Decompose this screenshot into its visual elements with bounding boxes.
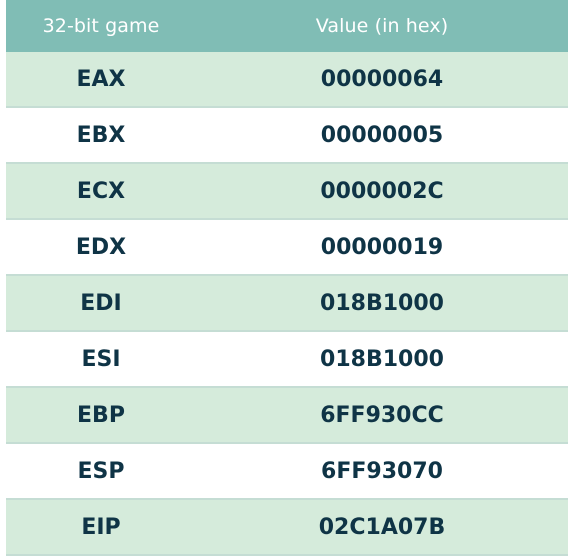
table-row: EDI 018B1000	[6, 275, 568, 332]
table-row: EIP 02C1A07B	[6, 499, 568, 556]
register-name-cell: EDX	[6, 219, 196, 276]
table-row: ECX 0000002C	[6, 163, 568, 220]
register-value-cell: 00000005	[196, 107, 568, 164]
table-row: EBX 00000005	[6, 107, 568, 164]
register-value-cell: 018B1000	[196, 331, 568, 388]
register-name-cell: ECX	[6, 163, 196, 220]
register-name-cell: ESI	[6, 331, 196, 388]
register-value-cell: 018B1000	[196, 275, 568, 332]
header-value: Value (in hex)	[196, 0, 568, 52]
register-name-cell: ESP	[6, 443, 196, 500]
register-values-table: 32-bit game Value (in hex) EAX 00000064 …	[6, 0, 568, 556]
register-value-cell: 00000019	[196, 219, 568, 276]
table-row: EAX 00000064	[6, 52, 568, 108]
register-value-cell: 00000064	[196, 52, 568, 108]
register-value-cell: 6FF93070	[196, 443, 568, 500]
header-register: 32-bit game	[6, 0, 196, 52]
register-value-cell: 6FF930CC	[196, 387, 568, 444]
register-name-cell: EIP	[6, 499, 196, 556]
table-row: ESP 6FF93070	[6, 443, 568, 500]
register-value-cell: 0000002C	[196, 163, 568, 220]
table-header-row: 32-bit game Value (in hex)	[6, 0, 568, 52]
register-name-cell: EDI	[6, 275, 196, 332]
table-row: EBP 6FF930CC	[6, 387, 568, 444]
register-value-cell: 02C1A07B	[196, 499, 568, 556]
register-name-cell: EAX	[6, 52, 196, 108]
register-name-cell: EBP	[6, 387, 196, 444]
table-row: ESI 018B1000	[6, 331, 568, 388]
register-name-cell: EBX	[6, 107, 196, 164]
table-row: EDX 00000019	[6, 219, 568, 276]
